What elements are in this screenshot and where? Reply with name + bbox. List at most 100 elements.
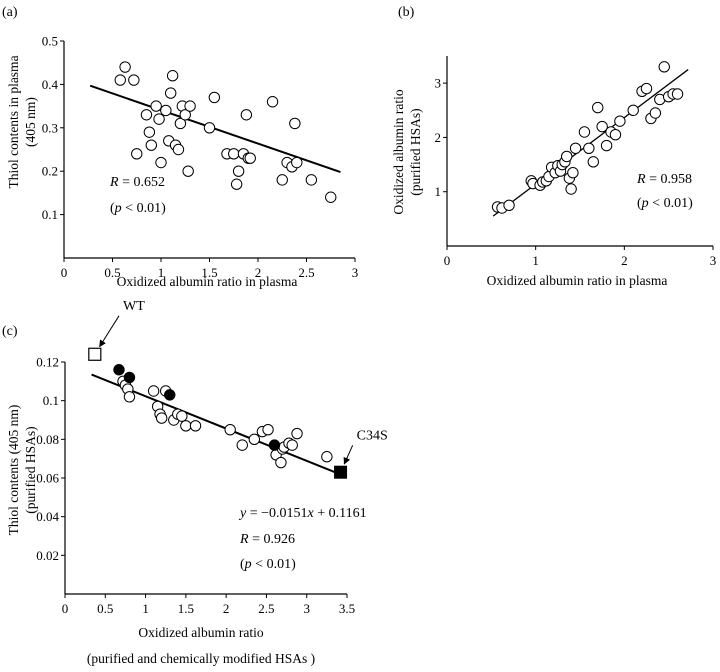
regression-line <box>492 69 689 217</box>
data-point-open <box>291 156 303 169</box>
data-point-filled <box>123 371 136 384</box>
y-axis-label: (purified HSAs) <box>23 426 38 513</box>
y-axis-label: Thiol contents in plasma <box>6 55 21 188</box>
stat-variable: R <box>109 175 119 190</box>
data-point-open <box>208 91 221 104</box>
x-tick-label: 0 <box>444 253 451 268</box>
x-tick-label: 3 <box>710 253 717 268</box>
data-point-open <box>658 61 670 73</box>
data-point-open <box>275 456 287 469</box>
x-tick-label: 1.5 <box>201 265 217 280</box>
data-point-open <box>244 152 256 164</box>
data-point-open <box>321 451 333 463</box>
stat-prefix: ( <box>637 196 642 211</box>
data-point-open <box>325 191 337 203</box>
data-point-open <box>114 74 126 86</box>
x-tick-label: 0 <box>62 601 69 616</box>
data-point-open <box>123 391 136 403</box>
wt-square-marker <box>88 347 102 361</box>
data-point-open <box>131 148 143 160</box>
data-point-open <box>627 104 639 116</box>
y-tick-label: 0.02 <box>36 548 59 563</box>
data-point-open <box>578 126 591 138</box>
y-tick-label: 0.3 <box>42 120 58 135</box>
x-tick-label: 3.5 <box>339 601 355 616</box>
panel-label: (b) <box>398 5 415 20</box>
x-tick-label: 2 <box>621 253 628 268</box>
x-tick-label: 0.5 <box>104 265 120 280</box>
data-point-open <box>155 156 167 169</box>
y-tick-label: 0.1 <box>42 207 58 222</box>
y-tick-label: 1 <box>435 184 442 199</box>
stat-variable: y <box>238 506 247 521</box>
y-axis-label: Thiol contents (405 nm) <box>6 405 21 536</box>
data-point-open <box>228 148 240 160</box>
x-tick-label: 2.5 <box>258 601 274 616</box>
data-point-open <box>291 427 303 440</box>
y-tick-label: 3 <box>435 76 442 91</box>
data-point-open <box>147 385 160 397</box>
callout-label: WT <box>123 299 145 314</box>
data-point-open <box>145 139 158 151</box>
data-point-filled <box>113 364 125 376</box>
data-point-open <box>230 178 243 190</box>
x-tick-label: 3 <box>352 265 359 280</box>
panel-a: (a) 0 0.5 1 1.5 2 2.5 3 0.1 0.2 0.3 0.4 0.5 Thiol con… <box>2 5 358 289</box>
stat-annotation: y = −0.0151x + 0.1161 <box>238 506 367 521</box>
y-tick-label: 0.06 <box>36 471 59 486</box>
data-point-open <box>203 122 216 134</box>
data-point-open <box>561 150 573 163</box>
stat-value: = 0.958 <box>646 172 692 187</box>
x-axis-label: Oxidized albumin ratio <box>138 625 263 640</box>
data-point-open <box>565 183 577 195</box>
x-axis-label: Oxidized albumin ratio in plasma <box>487 273 668 288</box>
y-tick-label: 0.1 <box>43 393 59 408</box>
data-point-open <box>232 165 245 177</box>
data-point-open <box>179 109 191 121</box>
data-point-open <box>592 101 604 114</box>
callout-label: C34S <box>357 428 388 443</box>
data-point-open <box>671 88 684 100</box>
data-point-open <box>567 167 579 179</box>
x-tick-label: 2 <box>223 601 230 616</box>
x-tick-label: 2.5 <box>298 265 314 280</box>
data-point-open <box>305 174 318 186</box>
y-tick-label: 0.2 <box>42 164 58 179</box>
stat-variable: x <box>307 506 315 521</box>
x-tick-label: 1 <box>142 601 149 616</box>
data-point-open <box>176 410 188 422</box>
y-tick-label: 0.04 <box>36 509 59 524</box>
data-point-open <box>600 139 613 152</box>
x-tick-label: 0 <box>61 265 68 280</box>
data-point-open <box>286 439 298 451</box>
stat-annotation: R = 0.652 <box>109 175 165 190</box>
data-point-open <box>649 107 662 119</box>
data-point-open <box>128 74 140 86</box>
data-point-open <box>140 109 153 121</box>
data-point-open <box>240 109 253 121</box>
y-tick-label: 0.4 <box>42 77 59 92</box>
y-axis-label: (purified HSAs) <box>408 108 423 195</box>
y-axis-label: (405 nm) <box>23 97 38 147</box>
data-point-open <box>150 100 162 112</box>
stat-value: = 0.926 <box>249 532 295 547</box>
data-point-open <box>609 129 622 141</box>
stat-annotation: (p < 0.01) <box>637 196 693 211</box>
panel-label: (c) <box>2 324 18 339</box>
x-tick-label: 1.5 <box>178 601 194 616</box>
stat-prefix: ( <box>240 557 245 572</box>
x-axis-label: Oxidized albumin ratio in plasma <box>117 274 298 289</box>
stat-value: + 0.1161 <box>314 506 367 521</box>
panel-label: (a) <box>2 5 18 20</box>
y-tick-label: 0.08 <box>36 432 59 447</box>
c34s-square-marker <box>334 465 348 479</box>
stat-prefix: = −0.0151 <box>246 506 307 521</box>
stat-prefix: ( <box>110 201 115 216</box>
callout-arrow <box>343 445 354 465</box>
data-point-open <box>236 439 248 451</box>
data-point-open <box>224 423 236 436</box>
stat-annotation: (p < 0.01) <box>240 557 296 572</box>
data-point-open <box>614 115 626 127</box>
data-point-open <box>165 87 177 99</box>
